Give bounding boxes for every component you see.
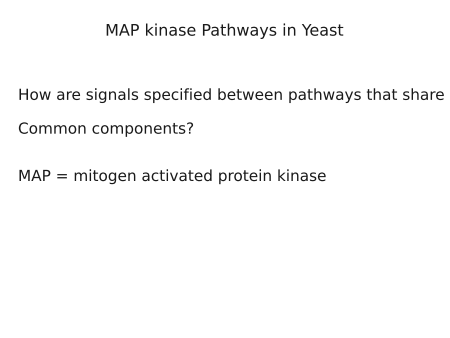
- Text: MAP = mitogen activated protein kinase: MAP = mitogen activated protein kinase: [18, 169, 327, 184]
- Text: How are signals specified between pathways that share: How are signals specified between pathwa…: [18, 88, 446, 103]
- Text: Common components?: Common components?: [18, 122, 194, 137]
- Text: MAP kinase Pathways in Yeast: MAP kinase Pathways in Yeast: [105, 24, 345, 39]
